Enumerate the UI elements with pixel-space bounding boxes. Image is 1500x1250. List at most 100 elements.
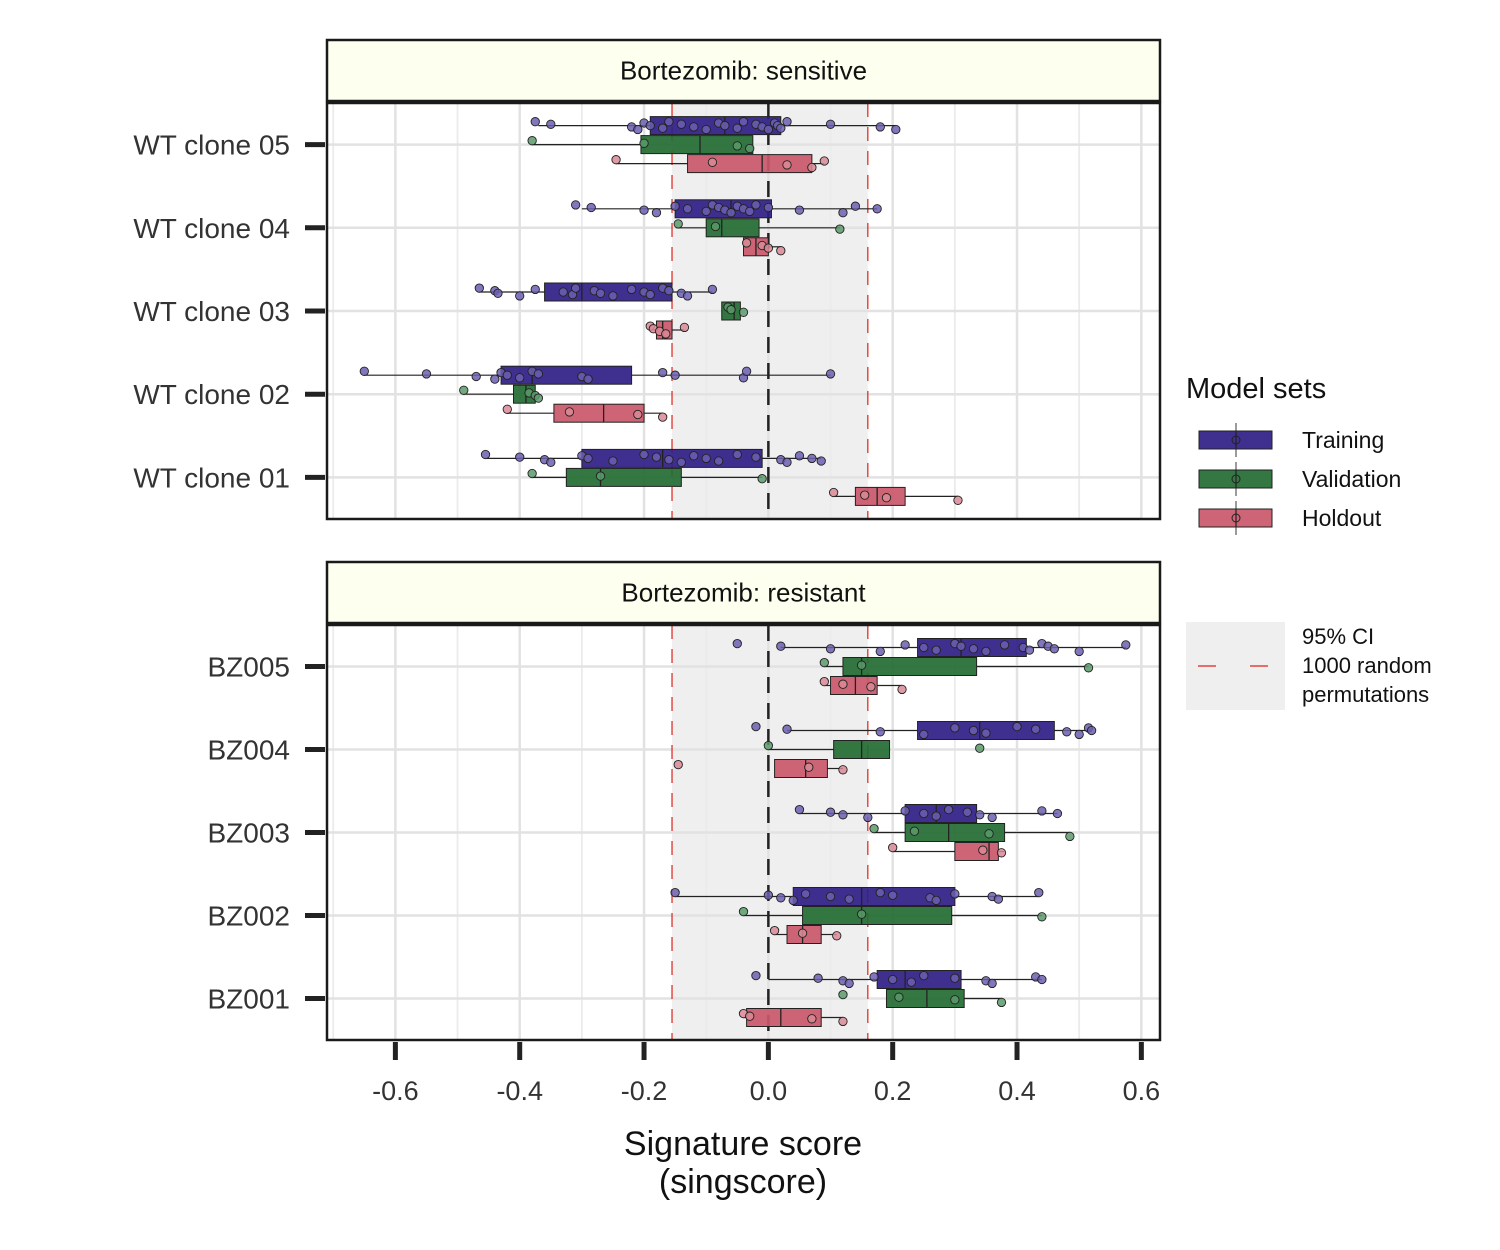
data-point: [1034, 887, 1044, 898]
data-point: [950, 973, 960, 983]
data-point: [689, 451, 699, 461]
data-point: [732, 449, 742, 460]
data-point: [788, 895, 798, 906]
data-point: [816, 456, 826, 466]
group-wt-clone-05: WT clone 05: [133, 116, 901, 174]
data-point: [546, 457, 556, 467]
data-point: [975, 810, 985, 820]
data-point: [860, 490, 870, 500]
data-point: [978, 845, 988, 855]
y-tick-label: BZ002: [208, 901, 291, 932]
y-tick-label: WT clone 05: [133, 130, 290, 161]
data-point: [763, 740, 774, 751]
data-point: [825, 119, 836, 129]
data-point: [919, 808, 929, 819]
legend-ci-label: permutations: [1302, 682, 1429, 707]
data-point: [797, 928, 808, 938]
data-point: [996, 848, 1007, 858]
legend-ci-label: 95% CI: [1302, 624, 1374, 649]
data-point: [502, 404, 512, 414]
data-point: [1012, 721, 1022, 732]
data-point: [459, 385, 469, 395]
data-point: [900, 806, 910, 816]
box-validation: [819, 657, 1094, 676]
data-point: [825, 891, 836, 902]
data-point: [639, 449, 649, 460]
data-point: [813, 973, 823, 983]
x-tick-label: -0.6: [372, 1076, 419, 1106]
data-point: [782, 160, 792, 170]
data-point: [1037, 912, 1047, 922]
box-training: [359, 365, 836, 385]
data-point: [943, 804, 954, 815]
data-point: [595, 471, 606, 481]
data-point: [782, 724, 792, 734]
y-tick-label: BZ004: [208, 735, 291, 766]
y-tick-label: BZ003: [208, 818, 291, 849]
data-point: [1024, 645, 1035, 655]
data-point: [751, 200, 761, 210]
box-holdout: [769, 925, 842, 944]
data-point: [975, 743, 985, 753]
group-wt-clone-04: WT clone 04: [133, 199, 882, 257]
data-point: [676, 457, 686, 467]
box-validation: [763, 740, 985, 759]
data-point: [825, 644, 836, 654]
box-iqr: [954, 842, 999, 861]
data-point: [673, 219, 683, 229]
data-point: [1083, 663, 1094, 673]
data-point: [776, 893, 786, 903]
box-training: [530, 116, 901, 136]
box-holdout: [738, 1008, 848, 1027]
legend-ci-label: 1000 random: [1302, 653, 1432, 678]
data-point: [608, 456, 618, 466]
data-point: [745, 1011, 755, 1021]
data-point: [530, 284, 540, 295]
data-point: [710, 221, 721, 232]
data-point: [869, 823, 879, 834]
data-point: [564, 407, 575, 417]
legend-item-training: Training: [1198, 423, 1384, 457]
data-point: [707, 284, 718, 295]
data-point: [794, 804, 805, 815]
data-point: [664, 286, 674, 296]
data-point: [682, 291, 693, 301]
data-point: [763, 243, 774, 253]
group-bz002: BZ002: [208, 887, 1047, 944]
group-wt-clone-02: WT clone 02: [133, 365, 836, 423]
data-point: [595, 288, 606, 298]
data-point: [776, 123, 786, 133]
legend-item-ci: 95% CI 1000 random permutations: [1186, 622, 1432, 710]
strip-title: Bortezomib: sensitive: [620, 56, 867, 86]
data-point: [633, 409, 643, 420]
data-point: [701, 453, 711, 464]
strip-title: Bortezomib: resistant: [621, 578, 866, 608]
data-point: [950, 995, 960, 1005]
box-training: [751, 970, 1047, 989]
data-point: [856, 909, 867, 919]
box-iqr: [553, 403, 645, 423]
y-tick-label: WT clone 02: [133, 379, 290, 410]
box-training: [670, 887, 1044, 906]
data-point: [645, 120, 655, 131]
box-validation: [527, 135, 755, 155]
x-axis: -0.6 -0.4 -0.2 0.0 0.2 0.4 0.6 Signature score(…: [372, 1042, 1160, 1201]
legend-item-validation: Validation: [1198, 462, 1401, 496]
data-point: [909, 826, 920, 836]
data-point: [844, 894, 854, 904]
data-point: [527, 136, 537, 146]
data-point: [673, 759, 683, 770]
data-point: [474, 283, 484, 293]
panel-border: [325, 623, 1162, 1042]
data-point: [421, 369, 432, 379]
box-validation: [673, 218, 845, 238]
data-point: [676, 119, 686, 129]
data-point: [757, 474, 767, 484]
data-point: [658, 412, 668, 422]
data-point: [953, 495, 963, 505]
x-axis-title: Signature score: [624, 1125, 862, 1163]
data-point: [583, 374, 593, 384]
box-holdout: [828, 486, 963, 506]
data-point: [670, 370, 680, 380]
data-point: [850, 201, 861, 211]
